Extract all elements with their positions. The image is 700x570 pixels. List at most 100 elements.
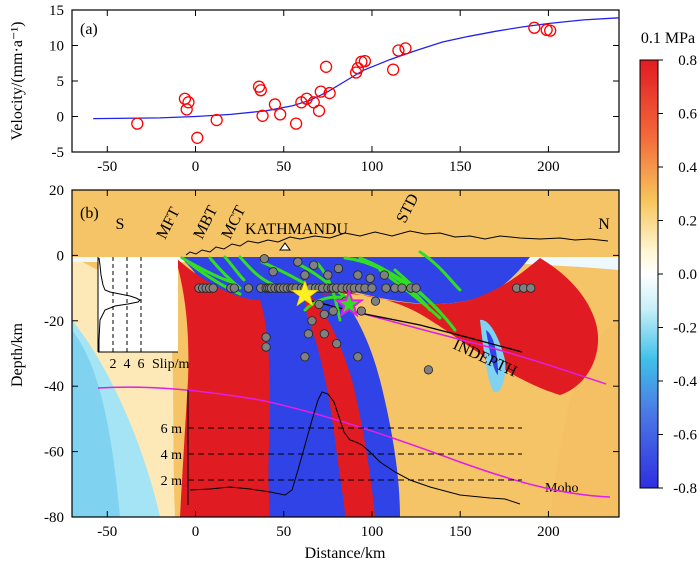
aftershock-marker [365,273,375,283]
x-tick-label: 0 [192,159,200,175]
colorbar-tick-label: -0.6 [673,428,697,444]
y-tick-label: 15 [49,3,64,19]
panel-a-plot-area [93,17,619,144]
x-tick-label: 50 [276,524,291,540]
x-tick-label: -50 [97,159,117,175]
slip-inset-bottom-tick: 4 m [161,448,183,463]
velocity-point [180,103,193,116]
mainshock-star-icon [290,279,319,307]
slip-inset-bottom-curve [189,391,521,505]
aftershock-marker [314,299,324,310]
velocity-point [274,108,287,121]
aftershock-marker [353,352,363,362]
stress-zone-red-right [320,258,599,395]
fault-trace [303,295,347,312]
y-tick-label: 20 [49,183,64,199]
x-tick-label: 150 [449,524,472,540]
kathmandu-triangle-icon [279,242,291,251]
fault-trace [393,268,457,332]
aftershock-marker [356,306,366,316]
velocity-point [256,109,269,122]
x-tick-label: 50 [276,159,291,175]
colorbar-tick-label: 0.0 [678,267,697,283]
aftershock-marker [300,352,310,362]
velocity-point [268,98,282,111]
fault-trace [238,255,274,286]
velocity-point [182,96,195,109]
stress-zone-orange-right [550,320,619,517]
fault-trace [223,255,246,282]
y-tick-label: -5 [52,145,65,161]
slip-inset-top: 2 4 6 Slip/m [97,257,189,372]
slip-inset-top-tick: 6 [138,357,145,372]
x-tick-label: 200 [537,159,560,175]
velocity-point [392,44,405,57]
aftershock-marker [303,329,314,339]
aftershock-marker [208,283,218,293]
velocity-point [386,63,400,76]
aftershock-marker [319,309,329,319]
aftershock-marker [367,283,377,293]
velocity-point [544,24,557,37]
panel-b-letter: (b) [80,205,99,222]
aftershock-marker [526,283,536,293]
slip-inset-top-curve [98,257,141,352]
colorbar-tick-label: 0.4 [678,160,697,176]
slip-inset-top-tick: 4 [124,357,131,372]
x-tick-label: 100 [361,159,384,175]
aftershock-marker [381,283,391,293]
fault-trace [180,256,234,284]
velocity-point [289,117,303,130]
stress-zone-cyan-left-inner [72,330,120,517]
panel-b-axes: -50 0 50 100 150 200 -80 -60 -40 -20 0 20 [44,183,619,540]
fault-trace [418,250,462,292]
label-south: S [116,216,125,233]
slip-inset-bottom-tick: 6 m [161,422,183,437]
aftershock-marker [309,260,319,270]
y-tick-label: -40 [44,379,64,395]
velocity-point [314,85,327,98]
x-tick-label: 150 [449,159,472,175]
y-tick-label: 0 [57,110,65,126]
aftershock-marker [423,365,434,375]
panel-b-frame [71,189,620,518]
colorbar-tick-label: 0.6 [678,107,697,123]
velocity-point [191,131,204,144]
aftershock-marker [243,283,254,293]
y-tick-label: -20 [44,314,64,330]
panel-b-xlabel: Distance/km [305,545,386,562]
panel-a-letter: (a) [80,21,98,38]
slip-inset-bottom-tick: 2 m [161,474,183,489]
panel-b-stress: (b) Depth/km Distance/km -50 0 50 100 150 200… [9,183,620,562]
aftershock-marker [259,254,269,264]
aftershock-marker [261,342,271,352]
slip-inset-top-tick: 2 [110,357,117,372]
model-velocity-line [93,17,619,120]
aftershock-marker [353,270,363,280]
velocity-point [312,104,326,117]
aftershock-marker [307,316,317,326]
velocity-point [399,42,412,55]
y-tick-label: -80 [44,510,64,526]
aftershock-marker [333,263,344,274]
velocity-point [254,84,267,97]
x-tick-label: 200 [537,524,560,540]
label-kathmandu: KATHMANDU [245,221,349,238]
aftershock-marker [332,339,342,349]
aftershock-marker [370,296,381,306]
x-tick-label: -50 [97,524,117,540]
colorbar: 0.1 MPa 0.8 0.6 0.4 0.2 0.0 -0.2 -0.4 -0.6 -0.8 [639,30,698,497]
velocity-point [210,113,223,127]
slip-inset-top-xlabel: Slip/m [152,357,189,372]
stress-zone-red-center [300,295,375,517]
aftershock-marker [261,332,271,342]
colorbar-ticks: 0.8 0.6 0.4 0.2 0.0 -0.2 -0.4 -0.6 -0.8 [658,53,698,497]
stress-field [72,190,619,517]
panel-b-ylabel: Depth/km [9,322,26,387]
y-tick-label: -60 [44,445,64,461]
aftershock-marker [268,267,278,277]
label-north: N [598,216,610,233]
velocity-point [528,21,541,34]
colorbar-tick-label: 0.8 [678,53,697,69]
